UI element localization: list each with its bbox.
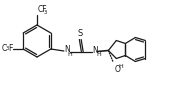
Text: N: N	[92, 46, 98, 55]
Text: 3: 3	[43, 9, 47, 14]
Text: H: H	[118, 64, 123, 69]
Text: 3: 3	[5, 47, 9, 52]
Text: C: C	[1, 44, 7, 53]
Text: H: H	[96, 52, 101, 57]
Text: O: O	[114, 65, 120, 74]
Text: N: N	[64, 46, 70, 55]
Text: S: S	[78, 29, 83, 38]
Text: F: F	[8, 44, 12, 53]
Text: CF: CF	[37, 5, 47, 14]
Text: H: H	[68, 52, 72, 57]
